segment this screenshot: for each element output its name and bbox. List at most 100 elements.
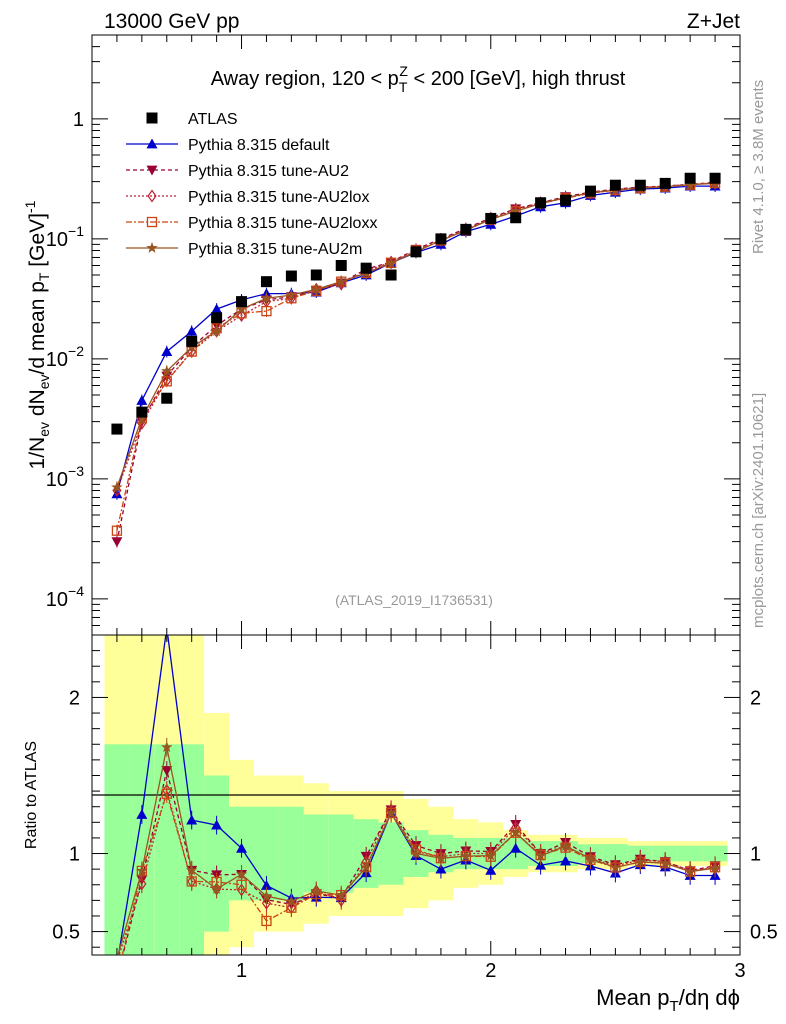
y-axis-label-ratio: Ratio to ATLAS — [23, 741, 40, 849]
triangle-marker — [485, 864, 497, 875]
y-tick-mantissa: 10 — [46, 589, 68, 611]
green-band-bin — [104, 744, 130, 955]
star-marker — [709, 862, 721, 874]
green-band-bin — [129, 744, 155, 955]
x-tick-label: 3 — [734, 960, 745, 982]
square-marker — [659, 177, 671, 189]
star-marker — [410, 847, 422, 859]
legend-label: Pythia 8.315 tune-AU2 — [188, 163, 349, 180]
star-marker — [485, 849, 497, 861]
star-marker — [360, 861, 372, 873]
star-marker — [584, 852, 597, 864]
star-marker — [559, 840, 572, 851]
legend-label: ATLAS — [188, 111, 238, 128]
green-band-bin — [328, 814, 354, 893]
triangle-down-marker — [146, 165, 158, 176]
square-open-marker — [261, 305, 272, 317]
triangle-marker — [186, 814, 198, 825]
square-marker — [535, 197, 547, 209]
ratio-tick-label-right: 0.5 — [750, 922, 778, 944]
star-marker — [161, 365, 173, 377]
y-tick-mantissa: 10 — [46, 469, 68, 491]
y-tick-mantissa: 1 — [73, 109, 84, 131]
legend-label: Pythia 8.315 tune-AU2lox — [188, 189, 369, 206]
y-tick-mantissa: 10 — [46, 229, 68, 251]
star-marker — [335, 889, 347, 901]
x-tick-labels: 1 2 3 — [236, 960, 746, 982]
square-marker — [485, 212, 497, 224]
star-marker — [260, 292, 273, 304]
square-marker — [310, 269, 322, 281]
star-marker — [185, 864, 198, 876]
series-top — [111, 176, 721, 548]
star-marker — [310, 885, 323, 896]
y-tick-exponent: −3 — [68, 463, 84, 479]
square-marker — [510, 212, 522, 224]
green-band-bin — [179, 744, 205, 955]
series-line-0 — [116, 185, 716, 495]
square-open-marker — [161, 788, 172, 799]
y-tick-labels-top: 10−410−310−210−11 — [46, 109, 84, 611]
ratio-tick-label-left: 2 — [69, 687, 80, 709]
ratio-panel — [91, 634, 741, 956]
x-tick-label: 1 — [236, 960, 247, 982]
star-marker — [684, 178, 696, 190]
triangle-marker — [510, 842, 522, 853]
y-tick-mantissa: 10 — [46, 349, 68, 371]
square-open-marker — [146, 216, 158, 228]
green-band-bin — [278, 806, 304, 901]
square-marker — [161, 392, 173, 404]
header-left: 13000 GeV pp — [104, 10, 239, 33]
series-line-3 — [116, 182, 716, 531]
legend: ATLAS Pythia 8.315 default Pythia 8.315 tu… — [126, 111, 377, 258]
y-tick-exponent: −2 — [68, 343, 84, 359]
triangle-marker — [560, 855, 572, 866]
legend-label: Pythia 8.315 default — [188, 137, 330, 154]
y-tick-exponent: −4 — [68, 583, 84, 599]
rivet-label: Rivet 4.1.0, ≥ 3.8M events — [750, 80, 767, 254]
square-marker — [111, 423, 123, 435]
star-marker — [235, 303, 248, 314]
star-marker — [146, 242, 158, 253]
legend-label: Pythia 8.315 tune-AU2m — [188, 241, 362, 258]
ref-points-top — [111, 172, 721, 435]
square-marker — [236, 296, 248, 308]
star-marker — [161, 741, 173, 753]
green-band-bin — [702, 845, 728, 862]
legend-entry-0: Pythia 8.315 default — [126, 137, 330, 154]
square-marker — [609, 179, 621, 191]
green-band-bin — [677, 845, 703, 862]
star-marker — [111, 481, 123, 493]
star-marker — [136, 864, 148, 876]
ratio-tick-label-left: 0.5 — [52, 922, 80, 944]
square-marker — [560, 194, 572, 206]
square-marker — [435, 233, 447, 245]
series-line-1 — [116, 181, 716, 542]
square-marker — [186, 335, 198, 347]
square-marker — [385, 269, 397, 281]
square-marker — [260, 276, 272, 288]
triangle-marker — [260, 879, 272, 890]
legend-entry-2: Pythia 8.315 tune-AU2lox — [126, 189, 369, 206]
ratio-tick-label-left: 1 — [69, 844, 80, 866]
star-marker — [609, 861, 622, 873]
triangle-down-marker — [111, 537, 123, 548]
triangle-marker — [146, 138, 158, 149]
plot-title: Away region, 120 < pTZ < 200 [GeV], high… — [211, 63, 626, 95]
square-open-marker — [261, 915, 272, 927]
star-marker — [509, 826, 522, 838]
square-marker — [146, 112, 158, 124]
legend-entry-1: Pythia 8.315 tune-AU2 — [126, 163, 349, 180]
plot-title-sub: T — [399, 79, 408, 95]
triangle-marker — [161, 346, 173, 356]
star-marker — [534, 849, 547, 861]
ratio-tick-label-right: 1 — [750, 844, 761, 866]
square-marker — [584, 185, 596, 197]
square-marker — [211, 312, 223, 324]
star-marker — [634, 855, 647, 867]
star-marker — [235, 868, 248, 880]
diamond-marker — [112, 483, 122, 498]
y-tick-label: 10−1 — [46, 223, 84, 251]
square-marker — [136, 406, 148, 418]
